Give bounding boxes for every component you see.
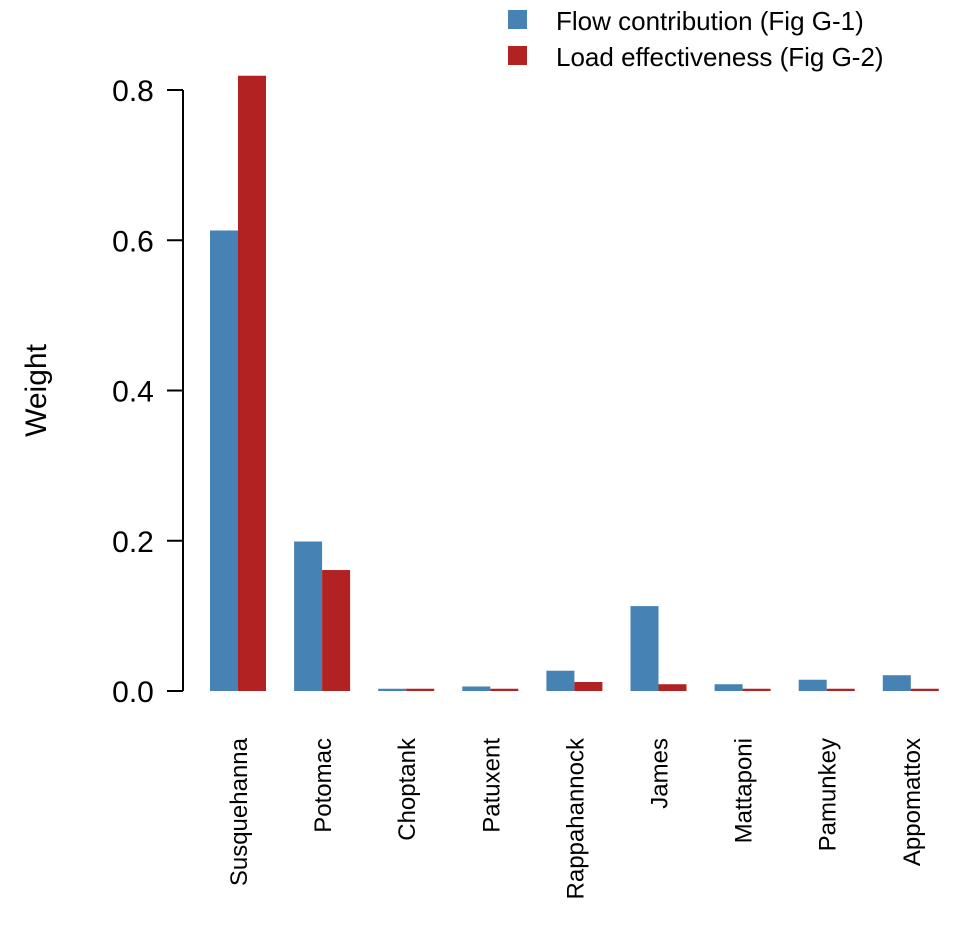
bar-rappahannock-series-1 bbox=[546, 670, 575, 691]
category-label: Choptank bbox=[394, 737, 421, 841]
bar-group-james bbox=[630, 606, 687, 691]
bar-pamunkey-series-2 bbox=[826, 688, 855, 691]
y-tick-label: 0.2 bbox=[112, 526, 154, 559]
category-label: Mattaponi bbox=[731, 738, 758, 843]
legend: Flow contribution (Fig G-1) Load effectiv… bbox=[508, 6, 884, 72]
bars bbox=[210, 75, 939, 691]
legend-swatch-2 bbox=[508, 46, 527, 65]
bar-group-mattaponi bbox=[714, 684, 771, 691]
y-tick-label: 0.0 bbox=[112, 676, 154, 709]
x-axis-category-labels: Susquehanna Potomac Choptank Patuxent Rappah… bbox=[226, 737, 926, 899]
bar-potomac-series-1 bbox=[294, 541, 323, 691]
legend-label-2: Load effectiveness (Fig G-2) bbox=[556, 42, 884, 72]
bar-patuxent-series-1 bbox=[462, 686, 491, 691]
bar-susquehanna-series-2 bbox=[238, 75, 266, 691]
category-label: Rappahannock bbox=[562, 737, 589, 899]
bar-susquehanna-series-1 bbox=[210, 230, 238, 691]
legend-label-1: Flow contribution (Fig G-1) bbox=[556, 6, 864, 36]
bar-rappahannock-series-2 bbox=[574, 681, 603, 691]
bar-pamunkey-series-1 bbox=[798, 679, 827, 691]
category-label: Susquehanna bbox=[226, 737, 253, 886]
bar-group-susquehanna bbox=[210, 75, 266, 691]
legend-swatch-1 bbox=[508, 10, 527, 29]
y-tick-label: 0.4 bbox=[112, 376, 154, 409]
bar-james-series-2 bbox=[658, 684, 687, 691]
bar-james-series-1 bbox=[630, 606, 659, 691]
y-tick-label: 0.6 bbox=[112, 225, 154, 258]
category-label: Patuxent bbox=[478, 738, 505, 833]
bar-mattaponi-series-2 bbox=[742, 688, 771, 691]
bar-mattaponi-series-1 bbox=[714, 684, 743, 691]
y-axis: 0.0 0.2 0.4 0.6 0.8 bbox=[112, 75, 184, 709]
bar-group-rappahannock bbox=[546, 670, 603, 691]
bar-appomattox-series-1 bbox=[882, 675, 911, 691]
bar-choptank-series-1 bbox=[378, 688, 407, 691]
bar-group-potomac bbox=[294, 541, 351, 691]
bar-patuxent-series-2 bbox=[490, 688, 519, 691]
category-label: Potomac bbox=[310, 738, 337, 833]
category-label: James bbox=[647, 738, 674, 809]
bar-group-appomattox bbox=[882, 675, 939, 691]
bar-choptank-series-2 bbox=[406, 688, 435, 691]
category-label: Pamunkey bbox=[815, 738, 842, 851]
bar-potomac-series-2 bbox=[322, 570, 351, 691]
bar-group-patuxent bbox=[462, 686, 519, 691]
bar-group-choptank bbox=[378, 688, 435, 691]
category-label: Appomattox bbox=[899, 738, 926, 866]
bar-group-pamunkey bbox=[798, 679, 855, 691]
y-tick-label: 0.8 bbox=[112, 75, 154, 108]
bar-appomattox-series-2 bbox=[910, 688, 939, 691]
y-axis-title: Weight bbox=[20, 343, 53, 436]
